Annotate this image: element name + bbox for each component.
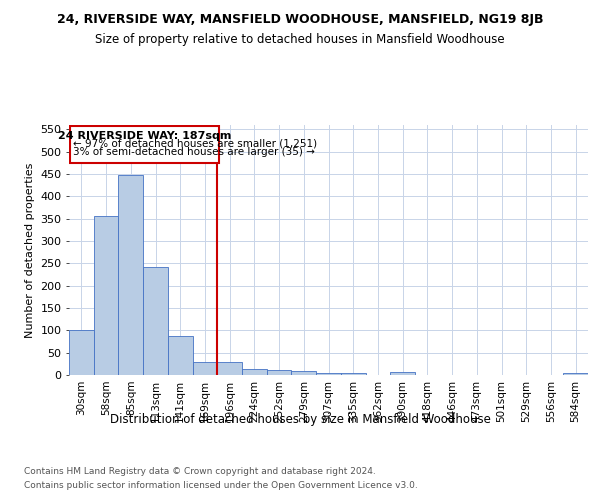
Text: 24 RIVERSIDE WAY: 187sqm: 24 RIVERSIDE WAY: 187sqm (58, 131, 231, 141)
Text: Size of property relative to detached houses in Mansfield Woodhouse: Size of property relative to detached ho… (95, 32, 505, 46)
Bar (143, 266, 168, 375)
Bar (70, 126, 218, 164)
Bar (217, 362, 242, 375)
Text: Contains HM Land Registry data © Crown copyright and database right 2024.: Contains HM Land Registry data © Crown c… (24, 468, 376, 476)
Text: 3% of semi-detached houses are larger (35) →: 3% of semi-detached houses are larger (3… (73, 147, 314, 157)
Bar (341, 373, 365, 375)
Bar (168, 336, 193, 375)
Text: Distribution of detached houses by size in Mansfield Woodhouse: Distribution of detached houses by size … (110, 412, 490, 426)
Bar (69, 330, 94, 375)
Text: 24, RIVERSIDE WAY, MANSFIELD WOODHOUSE, MANSFIELD, NG19 8JB: 24, RIVERSIDE WAY, MANSFIELD WOODHOUSE, … (57, 12, 543, 26)
Bar (118, 174, 143, 375)
Text: Contains public sector information licensed under the Open Government Licence v3: Contains public sector information licen… (24, 481, 418, 490)
Bar (563, 373, 588, 375)
Bar (267, 370, 292, 375)
Bar (316, 373, 341, 375)
Y-axis label: Number of detached properties: Number of detached properties (25, 162, 35, 338)
Bar (193, 362, 217, 375)
Bar (94, 216, 118, 375)
Bar (390, 372, 415, 375)
Text: ← 97% of detached houses are smaller (1,251): ← 97% of detached houses are smaller (1,… (73, 139, 317, 149)
Bar (292, 372, 316, 375)
Bar (242, 369, 267, 375)
